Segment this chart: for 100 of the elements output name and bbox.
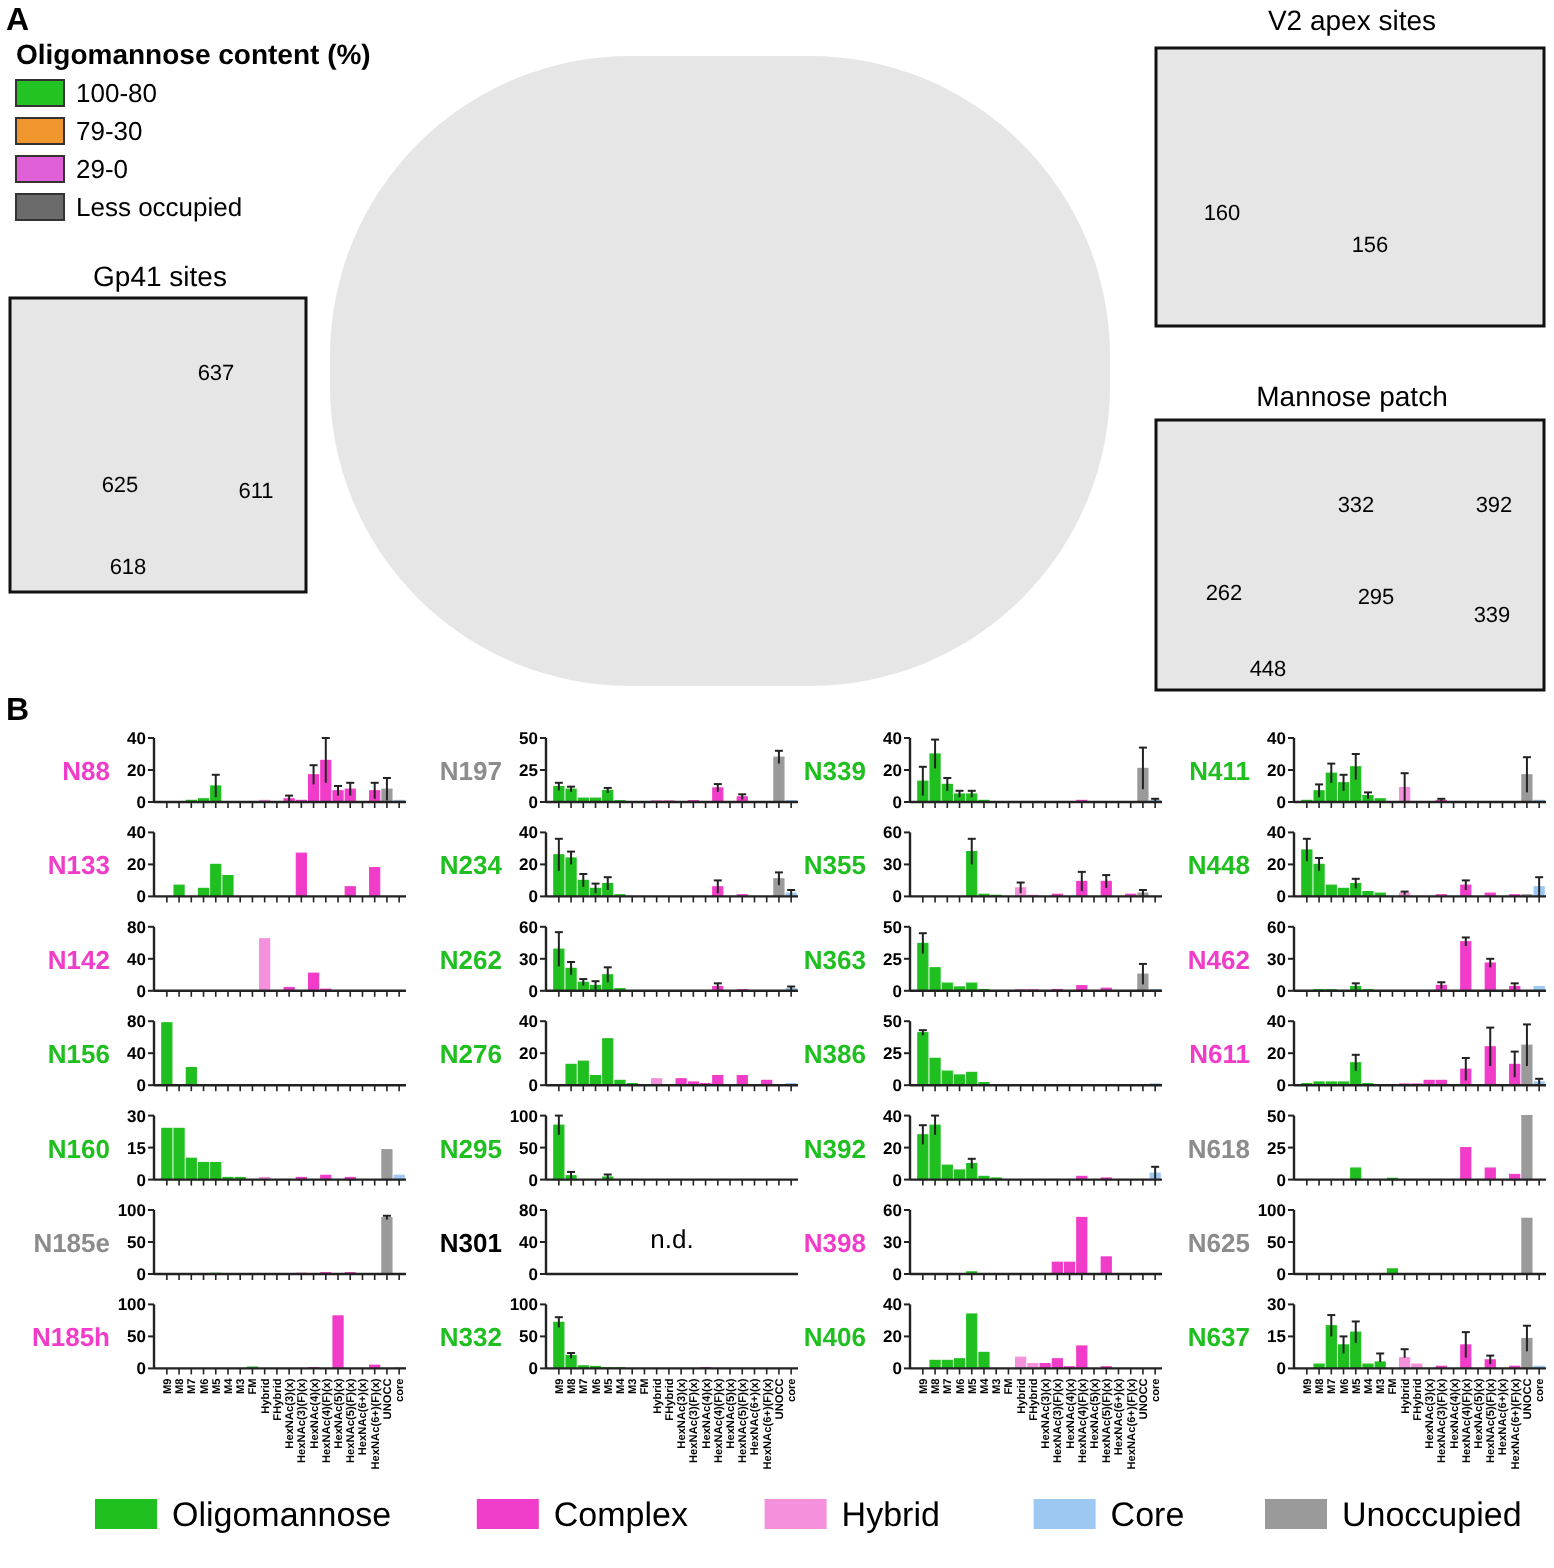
- y-tick-label: 20: [127, 854, 147, 875]
- y-tick-label: 25: [883, 1043, 903, 1064]
- y-tick-label: 30: [883, 854, 903, 875]
- y-tick-label: 100: [1257, 1200, 1287, 1220]
- y-tick-label: 50: [127, 1326, 147, 1347]
- text: 262: [1205, 582, 1243, 606]
- y-tick-label: 0: [892, 1075, 903, 1096]
- y-tick-label: 0: [892, 980, 903, 1001]
- text: N295: [439, 1133, 502, 1164]
- text: N142: [47, 944, 110, 975]
- y-tick-label: 20: [1267, 1043, 1287, 1064]
- y-tick-label: 0: [1276, 886, 1287, 907]
- y-tick-label: 80: [127, 1011, 147, 1032]
- text: N392: [803, 1133, 866, 1164]
- y-tick-label: 0: [528, 1358, 539, 1379]
- y-tick-label: 0: [892, 1358, 903, 1379]
- y-tick-label: 30: [1267, 948, 1287, 969]
- y-tick-label: 0: [528, 1075, 539, 1096]
- y-tick-label: 60: [519, 916, 539, 937]
- y-tick-label: 50: [883, 1011, 903, 1032]
- text: N363: [803, 944, 866, 975]
- text: N133: [47, 850, 110, 881]
- text: N618: [1187, 1133, 1250, 1164]
- text: N301: [439, 1228, 502, 1258]
- y-tick-label: 0: [1276, 980, 1287, 1001]
- text: N276: [439, 1039, 502, 1070]
- text: N637: [1187, 1322, 1250, 1353]
- y-tick-label: 0: [136, 980, 147, 1001]
- text: N398: [803, 1228, 866, 1258]
- y-tick-label: 40: [127, 728, 147, 748]
- y-tick-label: 0: [528, 980, 539, 1001]
- legend-label: 100-80: [76, 78, 157, 108]
- y-tick-label: 40: [127, 822, 147, 843]
- y-tick-label: 0: [892, 886, 903, 907]
- text: 295: [1357, 586, 1395, 610]
- text: N611: [1189, 1039, 1250, 1070]
- y-tick-label: 100: [509, 1105, 539, 1126]
- text: N185h: [31, 1322, 111, 1353]
- y-tick-label: 50: [519, 728, 539, 748]
- y-tick-label: 30: [883, 1232, 903, 1252]
- text: 611: [238, 480, 274, 504]
- y-tick-label: 20: [883, 1326, 903, 1347]
- text: 160: [1203, 202, 1241, 226]
- text: N156: [47, 1039, 110, 1070]
- y-tick-label: 0: [136, 792, 147, 812]
- y-tick-label: 0: [1276, 1264, 1287, 1284]
- y-tick-label: 0: [1276, 1075, 1287, 1096]
- y-tick-label: 40: [519, 1011, 539, 1032]
- text: N448: [1187, 850, 1250, 881]
- y-tick-label: 40: [519, 822, 539, 843]
- text: Gp41 sites: [93, 260, 227, 292]
- y-tick-label: 15: [1267, 1326, 1287, 1347]
- text: 156: [1351, 234, 1389, 258]
- y-tick-label: 30: [519, 948, 539, 969]
- text: n.d.: [650, 1224, 694, 1254]
- y-tick-label: 0: [528, 792, 539, 812]
- y-tick-label: 100: [117, 1200, 147, 1220]
- text: 618: [109, 556, 147, 580]
- y-tick-label: 40: [1267, 728, 1287, 748]
- y-tick-label: 20: [127, 760, 147, 780]
- y-tick-label: 25: [1267, 1137, 1287, 1158]
- text: N185e: [33, 1228, 110, 1258]
- text: 637: [197, 362, 235, 386]
- text: N339: [803, 756, 866, 786]
- text: N625: [1187, 1228, 1250, 1258]
- y-tick-label: 25: [519, 760, 539, 780]
- y-tick-label: 0: [892, 1169, 903, 1190]
- y-tick-label: 0: [1276, 1169, 1287, 1190]
- y-tick-label: 40: [883, 728, 903, 748]
- y-tick-label: 50: [883, 916, 903, 937]
- y-tick-label: 80: [127, 916, 147, 937]
- y-tick-label: 50: [1267, 1105, 1287, 1126]
- y-tick-label: 0: [136, 1264, 147, 1284]
- y-tick-label: 0: [528, 1169, 539, 1190]
- y-tick-label: 20: [1267, 760, 1287, 780]
- legend-label: Oligomannose: [172, 1496, 392, 1534]
- y-tick-label: 50: [519, 1137, 539, 1158]
- text: N160: [47, 1133, 110, 1164]
- text: N234: [439, 850, 504, 881]
- legend-label: Complex: [553, 1496, 689, 1534]
- y-tick-label: 20: [519, 1043, 539, 1064]
- text: 625: [101, 474, 139, 498]
- y-tick-label: 30: [127, 1105, 147, 1126]
- y-tick-label: 40: [127, 948, 147, 969]
- text: N462: [1187, 944, 1250, 975]
- text: N406: [803, 1322, 866, 1353]
- text: N262: [439, 944, 502, 975]
- y-tick-label: 30: [1267, 1294, 1287, 1315]
- legend-label: 29-0: [76, 154, 129, 184]
- legend-label: 79-30: [76, 116, 143, 146]
- text: N386: [803, 1039, 866, 1070]
- y-tick-label: 15: [127, 1137, 147, 1158]
- legend-label: Hybrid: [841, 1496, 940, 1534]
- y-tick-label: 40: [883, 1294, 903, 1315]
- text: Mannose patch: [1256, 380, 1448, 412]
- y-tick-label: 20: [883, 1137, 903, 1158]
- y-tick-label: 0: [136, 1075, 147, 1096]
- y-tick-label: 20: [883, 760, 903, 780]
- y-tick-label: 0: [1276, 1358, 1287, 1379]
- y-tick-label: 60: [883, 822, 903, 843]
